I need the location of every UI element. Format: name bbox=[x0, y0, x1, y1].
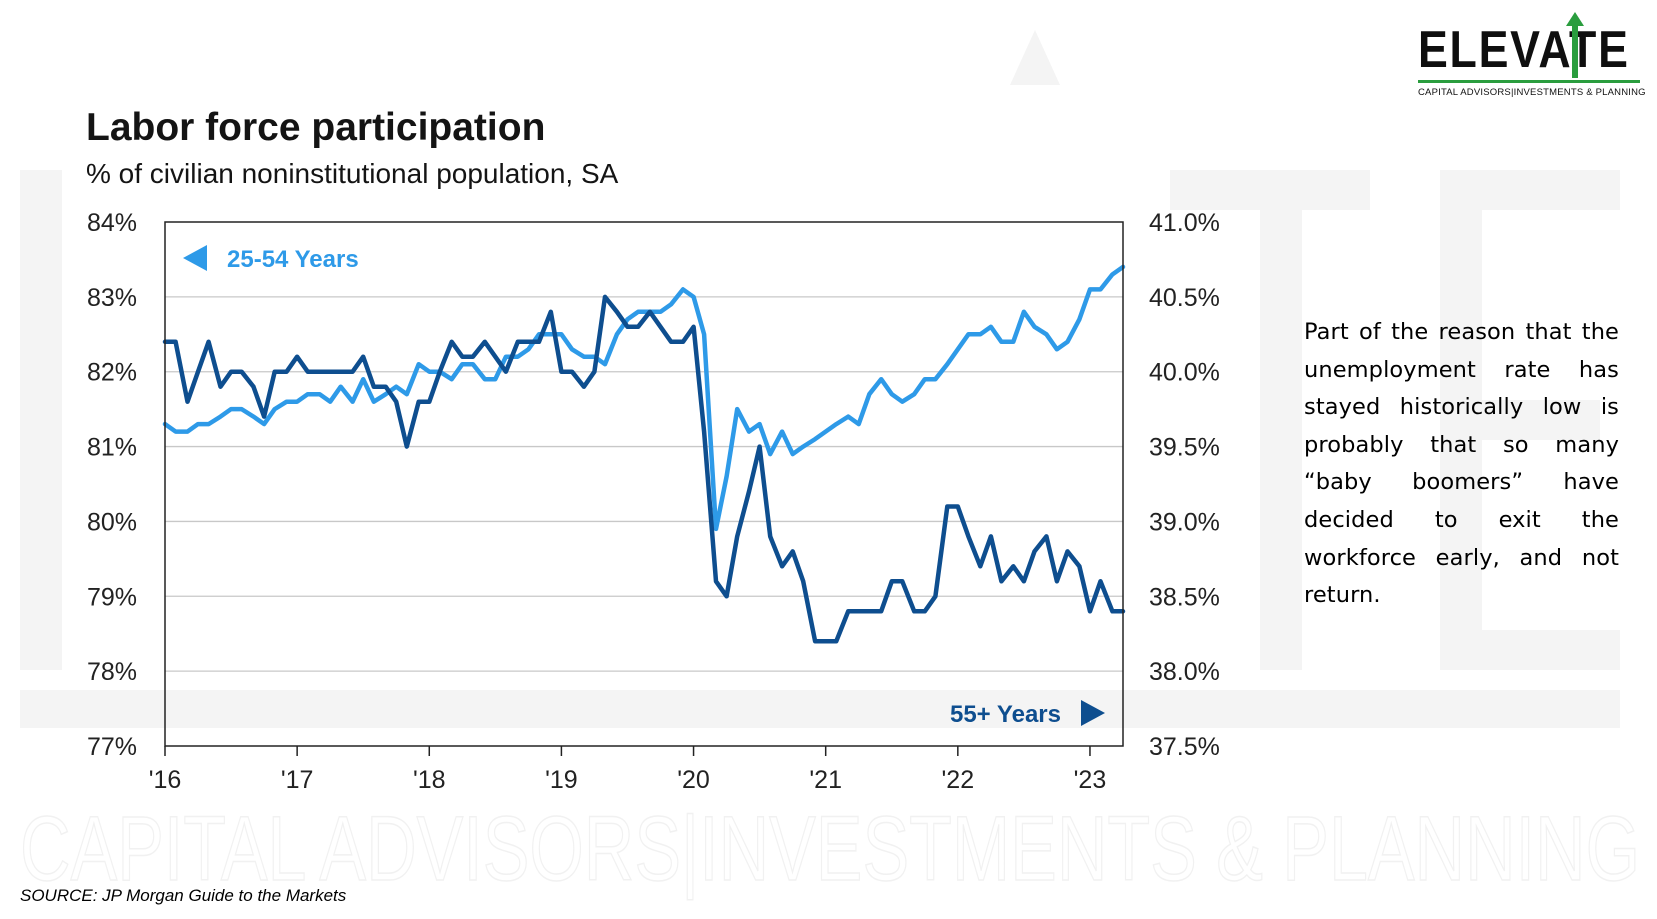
x-axis-tick-label: '18 bbox=[413, 766, 446, 794]
left-axis-tick-label: 80% bbox=[87, 508, 137, 536]
axis-ticks: 84% 83% 82% 81% 80% 79% 78% 77% 41.0% 40.5% 40.0% 3… bbox=[87, 209, 1220, 794]
x-axis-tick-label: '19 bbox=[545, 766, 578, 794]
x-axis-tick-label: '20 bbox=[677, 766, 710, 794]
right-axis-tick-label: 41.0% bbox=[1149, 209, 1220, 237]
x-axis-tick-label: '16 bbox=[149, 766, 182, 794]
source-note: SOURCE: JP Morgan Guide to the Markets bbox=[20, 886, 347, 905]
left-axis-tick-label: 77% bbox=[87, 733, 137, 761]
x-axis-tick-label: '17 bbox=[281, 766, 314, 794]
right-axis-tick-label: 40.0% bbox=[1149, 359, 1220, 387]
plot-frame bbox=[164, 221, 1124, 747]
right-axis-tick-label: 39.5% bbox=[1149, 434, 1220, 462]
left-axis-tick-label: 79% bbox=[87, 583, 137, 611]
x-axis-tick-label: '22 bbox=[942, 766, 975, 794]
logo-wordmark: ELEVATE bbox=[1418, 21, 1630, 79]
left-axis-tick-label: 84% bbox=[87, 209, 137, 237]
right-axis-tick-label: 40.5% bbox=[1149, 284, 1220, 312]
left-axis-tick-label: 83% bbox=[87, 284, 137, 312]
up-arrow-icon bbox=[1566, 12, 1584, 78]
x-axis-tick-label: '23 bbox=[1074, 766, 1107, 794]
logo-tagline: CAPITAL ADVISORS|INVESTMENTS & PLANNING bbox=[1418, 87, 1646, 98]
right-axis-tick-label: 37.5% bbox=[1149, 733, 1220, 761]
right-axis-tick-label: 38.5% bbox=[1149, 583, 1220, 611]
right-axis-tick-label: 38.0% bbox=[1149, 658, 1220, 686]
right-arrow-icon bbox=[1081, 700, 1105, 726]
chart-title: Labor force participation bbox=[86, 106, 546, 149]
watermark-text: CAPITAL ADVISORS|INVESTMENTS & PLANNING bbox=[20, 798, 1640, 900]
left-axis-tick-label: 81% bbox=[87, 434, 137, 462]
series-lines bbox=[162, 264, 1126, 644]
series-line-25-54-years bbox=[162, 264, 1126, 532]
left-axis-tick-label: 78% bbox=[87, 658, 137, 686]
left-axis-tick-label: 82% bbox=[87, 359, 137, 387]
series-line-55-years bbox=[162, 294, 1126, 644]
left-arrow-icon bbox=[183, 245, 207, 271]
company-logo: ELEVATE CAPITAL ADVISORS|INVESTMENTS & P… bbox=[1418, 10, 1646, 102]
series-labels: 25-54 Years 55+ Years bbox=[183, 245, 1105, 728]
series-label-55-years: 55+ Years bbox=[950, 701, 1061, 728]
grid-lines bbox=[165, 296, 1123, 672]
series-label-25-54-years: 25-54 Years bbox=[227, 246, 359, 273]
logo-rule bbox=[1418, 80, 1640, 83]
x-axis-tick-label: '21 bbox=[809, 766, 842, 794]
commentary-text: Part of the reason that the unemployment… bbox=[1304, 319, 1619, 609]
right-axis-tick-label: 39.0% bbox=[1149, 508, 1220, 536]
chart-subtitle: % of civilian noninstitutional populatio… bbox=[86, 158, 619, 189]
